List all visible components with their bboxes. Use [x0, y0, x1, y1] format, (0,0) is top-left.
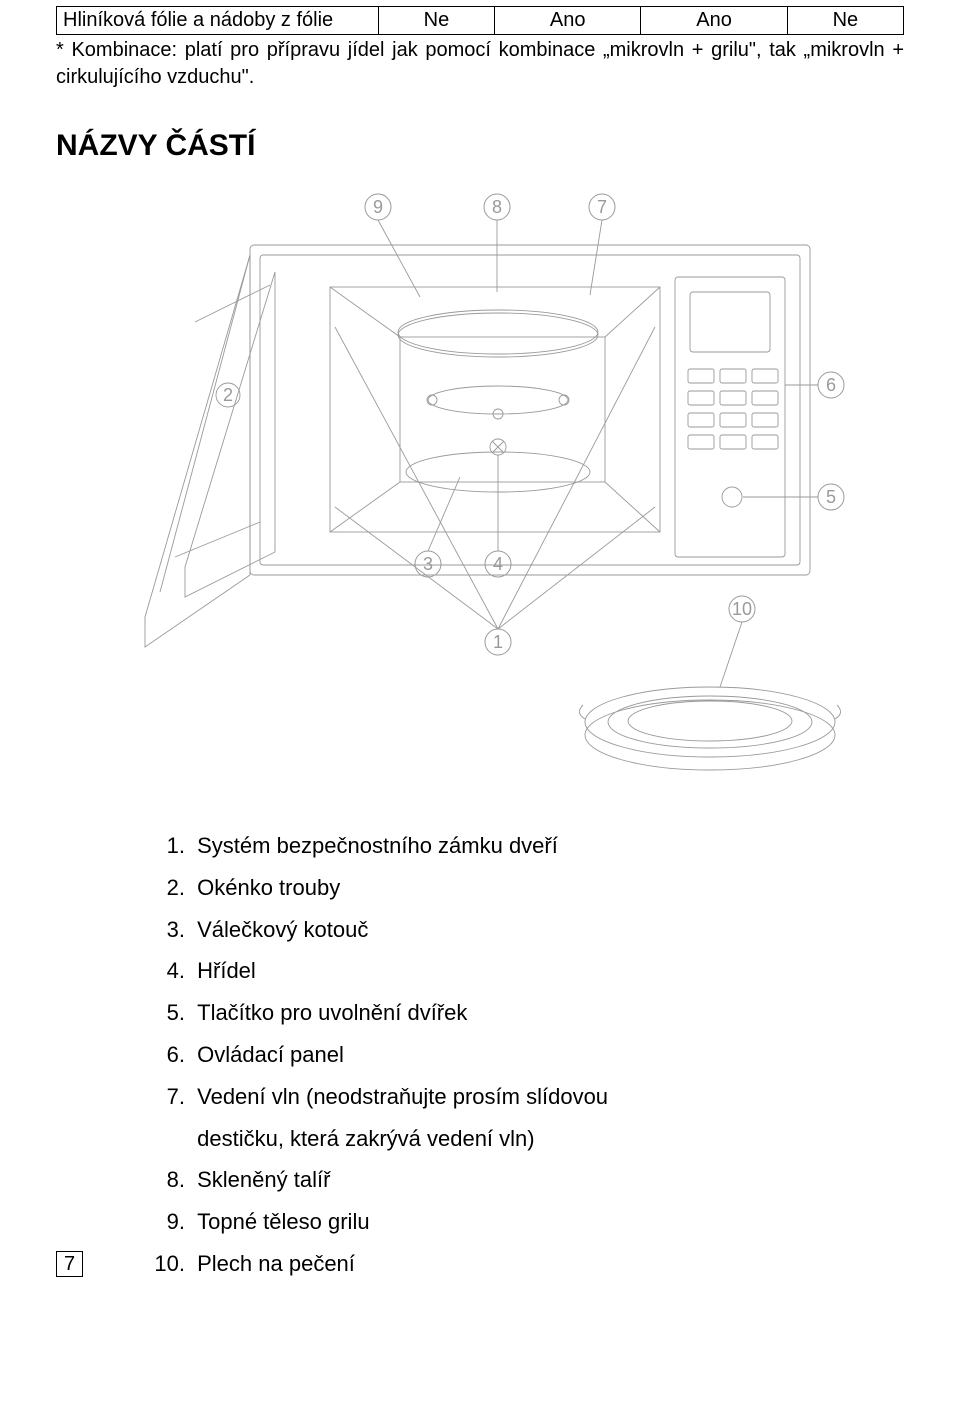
list-item: Skleněný talíř [191, 1159, 608, 1201]
callout-8: 8 [484, 194, 510, 220]
list-item: Vedení vln (neodstraňujte prosím slídovo… [191, 1076, 608, 1160]
cell-col1: Ne [378, 7, 494, 35]
cell-col3: Ano [641, 7, 787, 35]
legend-row: 7 Systém bezpečnostního zámku dveří Okén… [56, 825, 904, 1285]
svg-text:6: 6 [826, 375, 836, 395]
list-item: Plech na pečení [191, 1243, 608, 1285]
svg-text:7: 7 [597, 197, 607, 217]
cell-col2: Ano [495, 7, 641, 35]
cell-material: Hliníková fólie a nádoby z fólie [57, 7, 379, 35]
callout-7: 7 [589, 194, 615, 220]
svg-text:8: 8 [492, 197, 502, 217]
svg-text:3: 3 [423, 554, 433, 574]
callout-5: 5 [818, 484, 844, 510]
svg-text:2: 2 [223, 385, 233, 405]
svg-text:9: 9 [373, 197, 383, 217]
diagram-container: 9 8 7 6 5 2 3 4 1 10 [56, 177, 904, 797]
list-item: Válečkový kotouč [191, 909, 608, 951]
list-item: Systém bezpečnostního zámku dveří [191, 825, 608, 867]
callout-1: 1 [485, 629, 511, 655]
callout-4: 4 [485, 551, 511, 577]
item-line: destičku, která zakrývá vedení vln) [197, 1118, 608, 1160]
callout-2: 2 [223, 385, 233, 405]
callout-10: 10 [729, 596, 755, 622]
page-number: 7 [56, 1251, 83, 1277]
list-item: Topné těleso grilu [191, 1201, 608, 1243]
page: Hliníková fólie a nádoby z fólie Ne Ano … [0, 0, 960, 1325]
list-item: Tlačítko pro uvolnění dvířek [191, 992, 608, 1034]
list-item: Ovládací panel [191, 1034, 608, 1076]
cell-col4: Ne [787, 7, 903, 35]
svg-text:4: 4 [493, 554, 503, 574]
microwave-diagram: 9 8 7 6 5 2 3 4 1 10 [100, 177, 860, 797]
callout-9: 9 [365, 194, 391, 220]
svg-text:1: 1 [493, 632, 503, 652]
callout-6: 6 [818, 372, 844, 398]
item-line: Vedení vln (neodstraňujte prosím slídovo… [197, 1076, 608, 1118]
callout-3: 3 [415, 551, 441, 577]
parts-list: Systém bezpečnostního zámku dveří Okénko… [163, 825, 608, 1285]
svg-text:10: 10 [732, 599, 752, 619]
list-item: Okénko trouby [191, 867, 608, 909]
svg-text:5: 5 [826, 487, 836, 507]
list-item: Hřídel [191, 950, 608, 992]
footnote: * Kombinace: platí pro přípravu jídel ja… [56, 37, 904, 91]
section-heading: NÁZVY ČÁSTÍ [56, 129, 904, 163]
materials-table: Hliníková fólie a nádoby z fólie Ne Ano … [56, 6, 904, 35]
table-row: Hliníková fólie a nádoby z fólie Ne Ano … [57, 7, 904, 35]
